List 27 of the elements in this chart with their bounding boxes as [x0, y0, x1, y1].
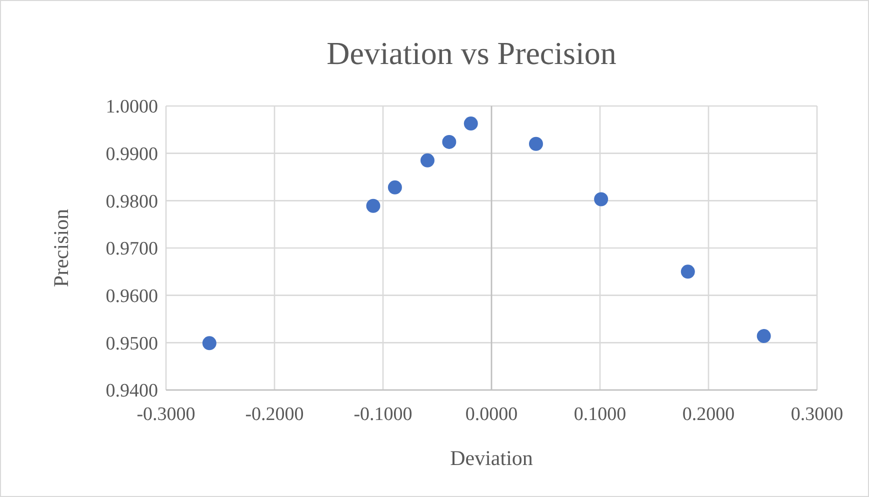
point [420, 153, 434, 168]
point [756, 329, 771, 344]
y-tick-label: 0.9900 [106, 144, 158, 165]
point [442, 134, 456, 149]
y-tick-label: 0.9500 [106, 333, 158, 354]
point [202, 336, 216, 350]
y-tick-label: 1.0000 [106, 96, 158, 118]
chart-title: Deviation vs Precision [326, 35, 616, 71]
x-tick-label: -0.3000 [136, 404, 196, 425]
x-tick-label: 0.1000 [574, 404, 626, 425]
x-axis-title: Deviation [450, 446, 534, 470]
point [464, 116, 478, 131]
x-tick-label: 0.3000 [790, 404, 844, 425]
y-axis-title: Precision [49, 208, 73, 288]
x-tick-label: -0.1000 [354, 404, 412, 425]
x-tick-label: -0.2000 [245, 404, 304, 425]
point [680, 264, 695, 279]
y-tick-label: 0.9700 [106, 238, 158, 260]
point [388, 180, 402, 194]
point [528, 136, 543, 151]
y-tick-label: 0.9600 [106, 286, 158, 307]
point [366, 198, 380, 213]
x-tick-label: 0.0000 [465, 404, 518, 425]
y-tick-label: 0.9400 [106, 380, 158, 402]
point [594, 192, 608, 206]
x-tick-label: 0.2000 [682, 404, 735, 425]
y-tick-label: 0.9800 [106, 191, 158, 212]
